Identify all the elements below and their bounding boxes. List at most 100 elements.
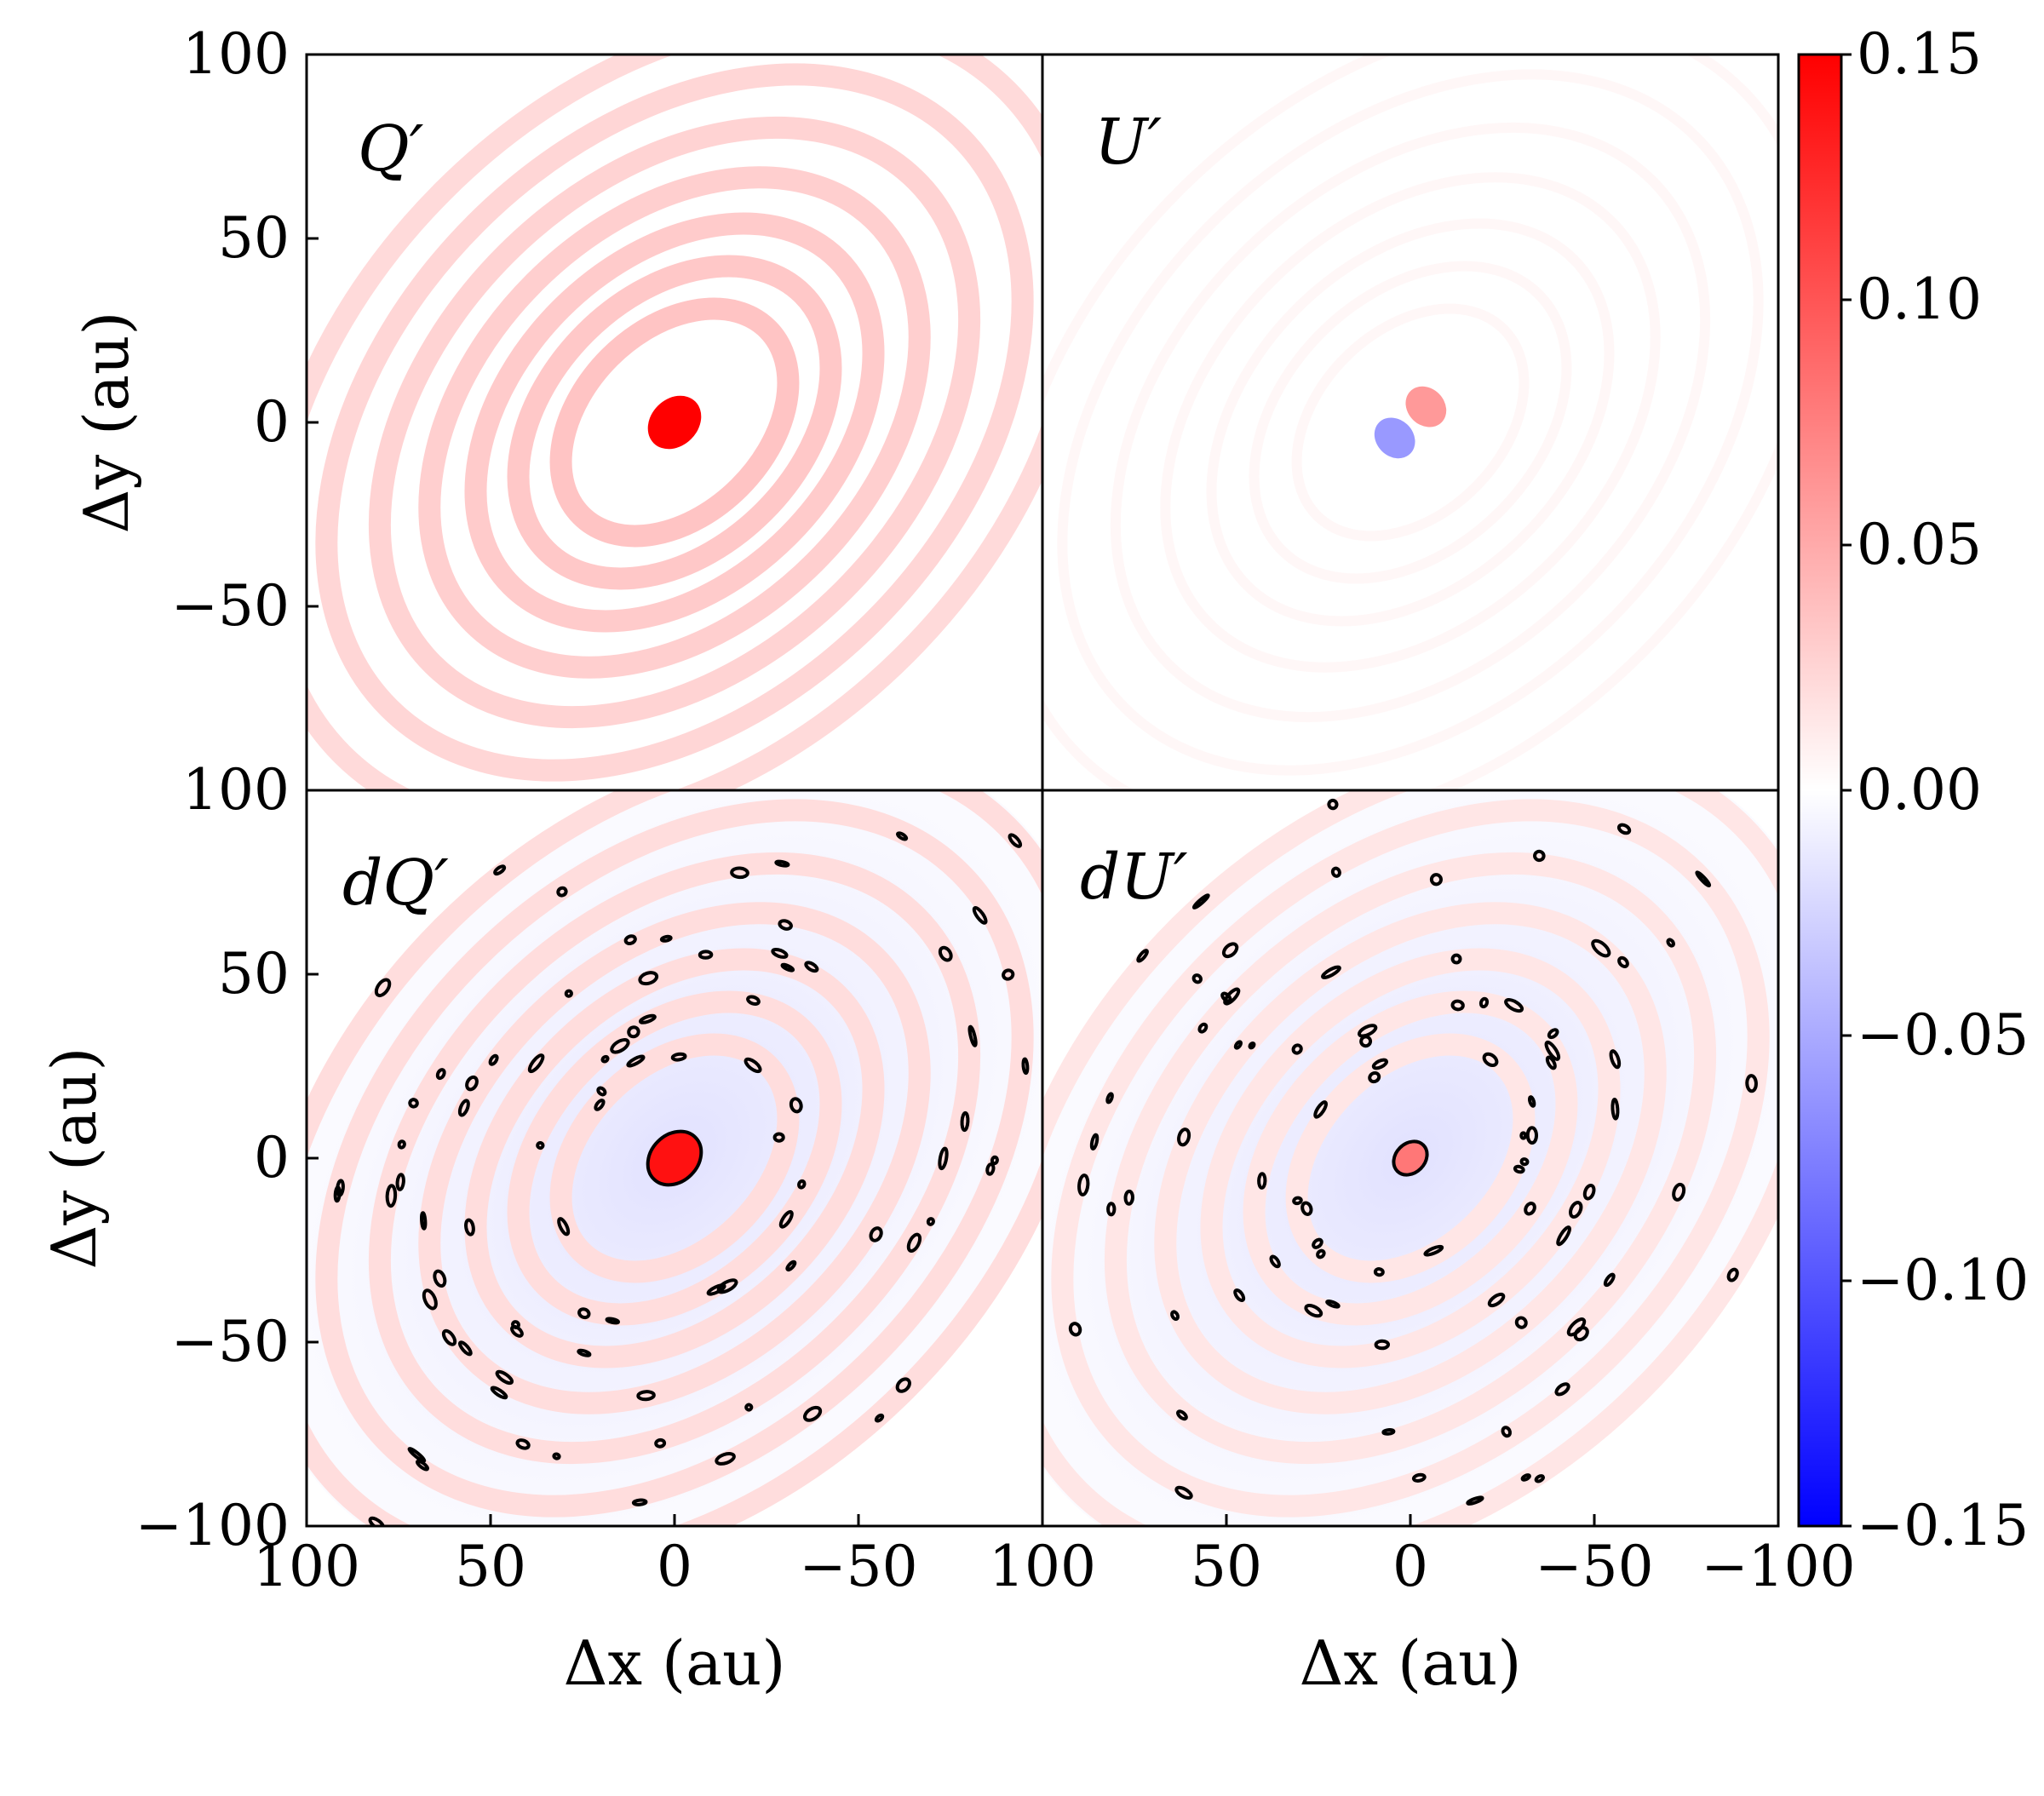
colorbar-tick-label: −0.05: [1857, 1002, 2029, 1068]
panel-dq-prime: [273, 790, 1042, 1544]
contour-mark: [408, 1098, 419, 1109]
contour-mark: [552, 1452, 561, 1460]
ring-mark: [368, 852, 981, 1465]
contour-mark: [1591, 938, 1611, 958]
center-blob: [1392, 1139, 1429, 1177]
contour-mark: [797, 1179, 807, 1190]
contour-mark: [495, 1369, 514, 1386]
contour-mark: [744, 1403, 754, 1412]
contour-mark: [654, 1437, 667, 1449]
contour-mark: [1269, 1254, 1281, 1269]
ring-mark: [464, 948, 885, 1369]
contour-mark: [1534, 1474, 1545, 1483]
contour-mark: [938, 1146, 949, 1171]
y-tick-label: 0: [254, 1125, 290, 1191]
contour-mark: [896, 831, 909, 841]
contour-mark: [1450, 953, 1462, 965]
contour-mark: [384, 1528, 402, 1544]
ring-mark: [1110, 122, 1711, 723]
contour-mark: [464, 1218, 475, 1237]
ring-mark: [315, 63, 1034, 782]
contour-mark: [1513, 1164, 1525, 1174]
contour-mark: [435, 1068, 446, 1081]
contour-mark: [895, 1377, 911, 1393]
contour-mark: [577, 1348, 592, 1357]
contour-mark: [1514, 1316, 1528, 1329]
contour-mark: [407, 1447, 427, 1463]
y-tick-label: 50: [218, 205, 290, 271]
colorbar-ticks: 0.15 0.10 0.05 0.00 −0.05 −0.10 −0.15: [1841, 21, 2029, 1558]
contour-mark: [906, 1232, 922, 1254]
ring-mark: [1154, 902, 1667, 1414]
contour-mark: [1223, 987, 1241, 1006]
x-axis-label-right: Δx (au): [1300, 1627, 1522, 1699]
contour-mark: [1292, 1196, 1303, 1206]
contour-mark: [1177, 1128, 1191, 1147]
colorbar-tick-label: −0.10: [1857, 1248, 2029, 1313]
contour-mark: [1371, 1058, 1388, 1070]
contour-mark: [1300, 1201, 1313, 1216]
ring-mark: [418, 902, 931, 1414]
contour-mark: [985, 1162, 996, 1176]
contour-mark: [698, 950, 714, 960]
contour-mark: [1304, 1304, 1323, 1318]
contour-mark: [605, 1317, 620, 1325]
contour-mark: [1341, 1561, 1350, 1565]
contour-mark: [420, 1211, 428, 1231]
contour-mark: [1002, 968, 1015, 981]
contour-mark: [926, 1217, 935, 1226]
contour-mark: [1358, 1024, 1378, 1038]
contour-mark: [395, 1173, 405, 1191]
contour-mark: [623, 934, 637, 946]
center-lobe-positive: [1405, 386, 1447, 427]
contour-mark: [465, 1075, 479, 1092]
colorbar-tick-label: 0.05: [1857, 512, 1982, 577]
contour-mark: [600, 1054, 610, 1064]
contour-mark: [1021, 1057, 1030, 1076]
contour-mark: [1176, 1409, 1188, 1421]
x-tick-label: −50: [1535, 1534, 1653, 1599]
contour-mark: [490, 1386, 508, 1400]
ring-group: [273, 790, 1042, 1544]
panel-label-u: U′: [1094, 106, 1162, 179]
contour-mark: [1257, 1172, 1267, 1190]
contour-mark: [1450, 999, 1465, 1012]
contour-mark: [1248, 1041, 1256, 1050]
contour-mark: [1569, 1201, 1583, 1219]
contour-mark: [527, 1053, 545, 1074]
contour-mark: [1373, 1267, 1385, 1277]
contour-mark: [1554, 1382, 1570, 1397]
ring-mark: [1249, 261, 1572, 584]
contour-mark: [385, 1184, 398, 1208]
contour-mark: [960, 1110, 970, 1133]
contour-mark: [1313, 1100, 1328, 1119]
contour-mark: [1411, 1472, 1427, 1483]
contour-mark: [1544, 1040, 1561, 1061]
contour-mark: [1524, 1202, 1536, 1216]
ring-mark: [549, 1033, 800, 1283]
contour-mark: [1330, 866, 1341, 878]
contour-mark: [536, 1140, 545, 1150]
contour-mark: [802, 1405, 823, 1422]
contour-mark: [1482, 1052, 1499, 1068]
y-tick-label: 100: [182, 757, 290, 823]
contour-mark: [1666, 938, 1675, 948]
center-lobe-negative: [1374, 417, 1415, 459]
contour-mark: [1221, 942, 1239, 959]
panel-label-du: dU′: [1080, 841, 1188, 914]
ring-mark: [1160, 172, 1661, 673]
contour-mark: [746, 995, 761, 1007]
ring-mark: [464, 212, 885, 633]
contour-mark: [1136, 949, 1149, 963]
contour-mark: [1487, 1292, 1506, 1308]
contour-mark: [1106, 1202, 1117, 1217]
x-tick-label: 50: [1191, 1534, 1262, 1599]
y-tick-label: 0: [254, 389, 290, 455]
contour-mark: [1368, 1070, 1381, 1084]
panel-du-prime: [1042, 790, 1778, 1565]
contour-mark: [1325, 1299, 1341, 1309]
contour-mark: [273, 1291, 282, 1308]
panel-label-dq: dQ′: [342, 846, 449, 920]
x-tick-label: 100: [253, 1534, 360, 1599]
contour-mark: [441, 1328, 457, 1346]
